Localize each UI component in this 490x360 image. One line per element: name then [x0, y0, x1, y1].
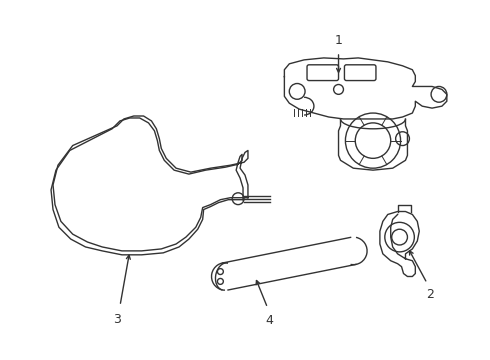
- Text: 4: 4: [266, 314, 273, 327]
- Text: 2: 2: [426, 288, 434, 301]
- Text: 3: 3: [113, 313, 121, 326]
- Text: 1: 1: [335, 34, 343, 47]
